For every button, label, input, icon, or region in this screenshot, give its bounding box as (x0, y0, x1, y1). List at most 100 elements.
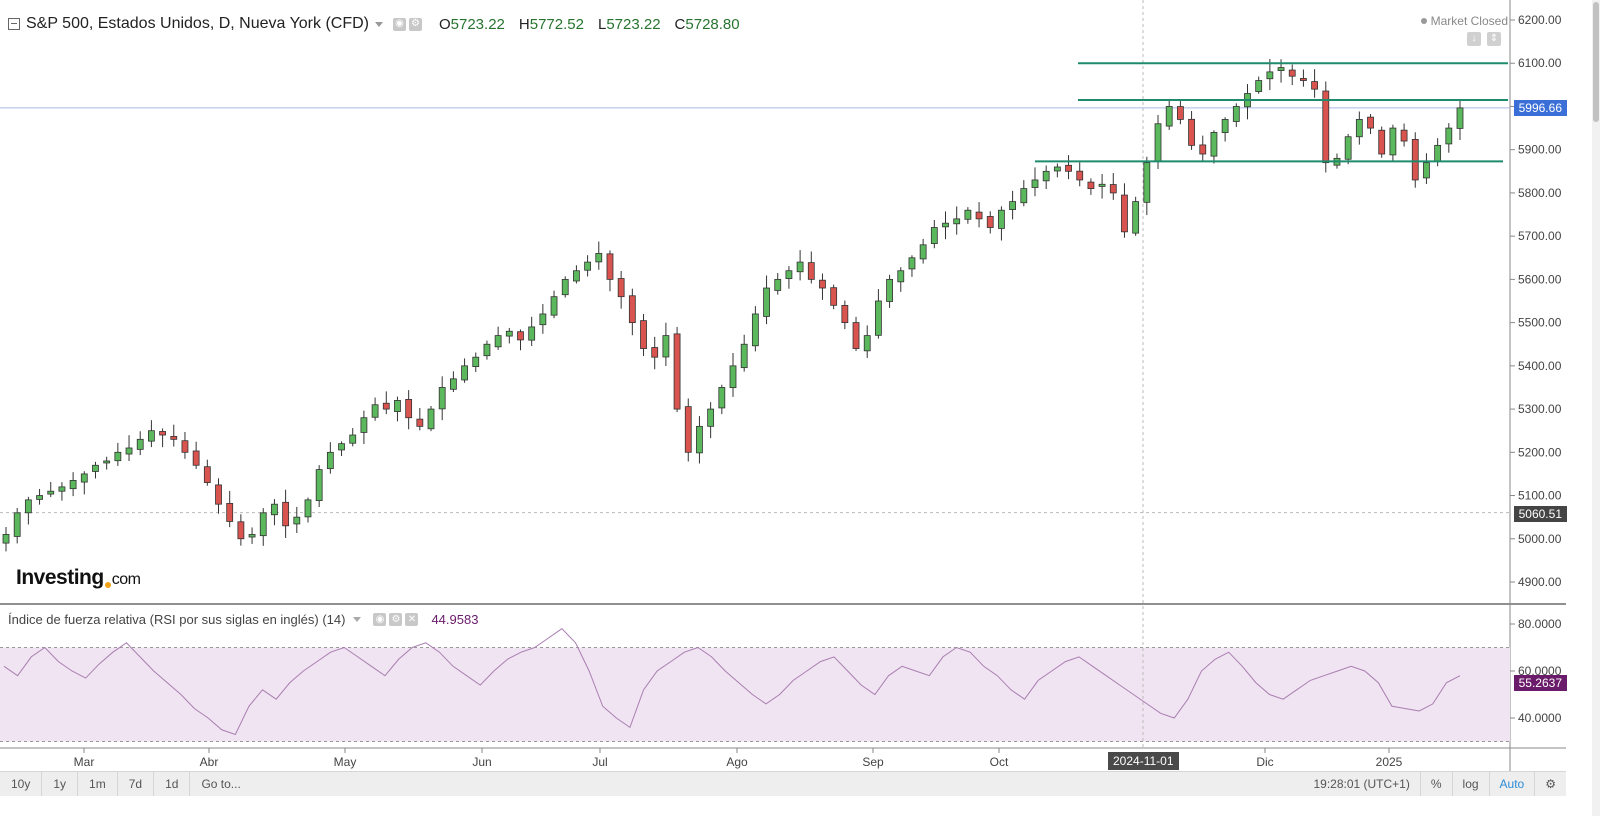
time-tick-label: Sep (862, 755, 884, 769)
marker-price-tag: 5060.51 (1513, 506, 1567, 522)
period-1d[interactable]: 1d (154, 772, 191, 796)
time-tick-label: 2025 (1376, 755, 1403, 769)
candle-body (136, 438, 144, 450)
period-1m[interactable]: 1m (78, 772, 118, 796)
gear-icon[interactable]: ⚙ (408, 17, 422, 31)
candle-body (24, 499, 32, 514)
sort-icon[interactable]: ⇕ (1487, 32, 1501, 46)
period-10y[interactable]: 10y (0, 772, 43, 796)
period-7d[interactable]: 7d (118, 772, 155, 796)
candle-body (80, 473, 88, 483)
eye-icon[interactable]: ◉ (392, 17, 406, 31)
time-tick-label: Abr (200, 755, 219, 769)
candle-body (1087, 181, 1095, 189)
scroll-thumb[interactable] (1593, 2, 1599, 122)
candle-body (1367, 116, 1374, 129)
candle-body (360, 417, 368, 433)
candle-body (483, 343, 491, 357)
candle-body (584, 261, 591, 271)
candle-body (796, 261, 804, 273)
candle-body (573, 270, 580, 282)
candle-body (852, 322, 860, 349)
auto-toggle[interactable]: Auto (1488, 772, 1535, 796)
settings-icon[interactable]: ⚙ (1534, 772, 1566, 796)
rsi-title[interactable]: Índice de fuerza relativa (RSI por sus s… (8, 612, 346, 627)
candle-body (1009, 201, 1017, 210)
crosshair-date-tag: 2024-11-01 (1108, 752, 1179, 770)
candle-body (226, 503, 234, 522)
candle-body (1311, 81, 1318, 90)
eye-icon[interactable]: ◉ (373, 613, 387, 626)
ohlc-values: O5723.22 H5772.52 L5723.22 C5728.80 (438, 15, 740, 33)
candle-body (1053, 166, 1061, 172)
period-1y[interactable]: 1y (42, 772, 79, 796)
candle-body (1199, 144, 1207, 155)
candle-body (517, 331, 524, 341)
candle-body (472, 356, 480, 367)
candle-body (1255, 80, 1263, 92)
rsi-value: 44.9583 (431, 612, 479, 627)
time-tick-label: Oct (990, 755, 1009, 769)
candle-body (729, 365, 737, 389)
chevron-down-icon[interactable] (353, 617, 362, 622)
price-tick-label: 5700.00 (1518, 229, 1562, 243)
candle-body (69, 480, 77, 490)
low-value: 5723.22 (606, 15, 661, 33)
price-tick-label: 5500.00 (1518, 316, 1562, 330)
candle-body (2, 534, 10, 544)
investing-logo: Investing com (16, 566, 141, 589)
status-dot-icon (1420, 18, 1427, 24)
time-tick-label: May (334, 755, 357, 769)
candle-body (1411, 139, 1419, 181)
candle-body (875, 300, 882, 336)
collapse-icon[interactable] (8, 18, 20, 30)
close-value: 5728.80 (685, 15, 740, 33)
rsi-current-tag: 55.2637 (1513, 675, 1567, 691)
candle-body (1109, 184, 1117, 194)
candle-body (539, 313, 547, 326)
rsi-header: Índice de fuerza relativa (RSI por sus s… (8, 612, 478, 627)
candle-body (774, 278, 782, 291)
candle-body (449, 378, 457, 390)
candle-body (606, 253, 614, 280)
candle-body (1445, 127, 1453, 145)
goto-date[interactable]: Go to... (201, 777, 241, 791)
price-tick-label: 6100.00 (1518, 56, 1562, 70)
candle-body (1355, 119, 1363, 138)
percent-toggle[interactable]: % (1419, 772, 1452, 796)
candle-body (1322, 90, 1330, 164)
candle-body (919, 244, 927, 260)
candle-body (930, 227, 938, 244)
candle-body (1344, 136, 1352, 160)
rsi-tick-label: 80.0000 (1518, 617, 1562, 631)
candle-body (617, 278, 625, 298)
candle-body (763, 287, 770, 317)
candle-body (908, 257, 916, 270)
gear-icon[interactable]: ⚙ (389, 613, 403, 626)
time-tick-label: Jul (592, 755, 607, 769)
rsi-line (3, 628, 1461, 736)
chevron-down-icon[interactable] (374, 21, 383, 27)
candle-body (371, 404, 379, 418)
price-tick-label: 5000.00 (1518, 532, 1562, 546)
candle-body (237, 521, 245, 540)
candle-body (1143, 162, 1151, 203)
close-icon[interactable]: ✕ (405, 613, 419, 626)
candle-body (271, 503, 278, 516)
candle-body (751, 313, 759, 347)
candle-body (1121, 194, 1128, 233)
scrollbar[interactable] (1592, 0, 1600, 816)
candle-body (673, 333, 681, 410)
candle-body (394, 400, 401, 412)
candle-body (47, 490, 55, 495)
candle-body (718, 387, 726, 409)
download-icon[interactable]: ↓ (1467, 32, 1481, 46)
symbol-title[interactable]: S&P 500, Estados Unidos, D, Nueva York (… (26, 15, 369, 32)
candle-body (203, 466, 211, 483)
time-tick-label: Jun (472, 755, 491, 769)
log-toggle[interactable]: log (1451, 772, 1489, 796)
candle-body (304, 499, 312, 518)
candle-body (942, 222, 949, 228)
bottom-toolbar: 10y 1y 1m 7d 1d Go to... 19:28:01 (UTC+1… (0, 771, 1566, 796)
